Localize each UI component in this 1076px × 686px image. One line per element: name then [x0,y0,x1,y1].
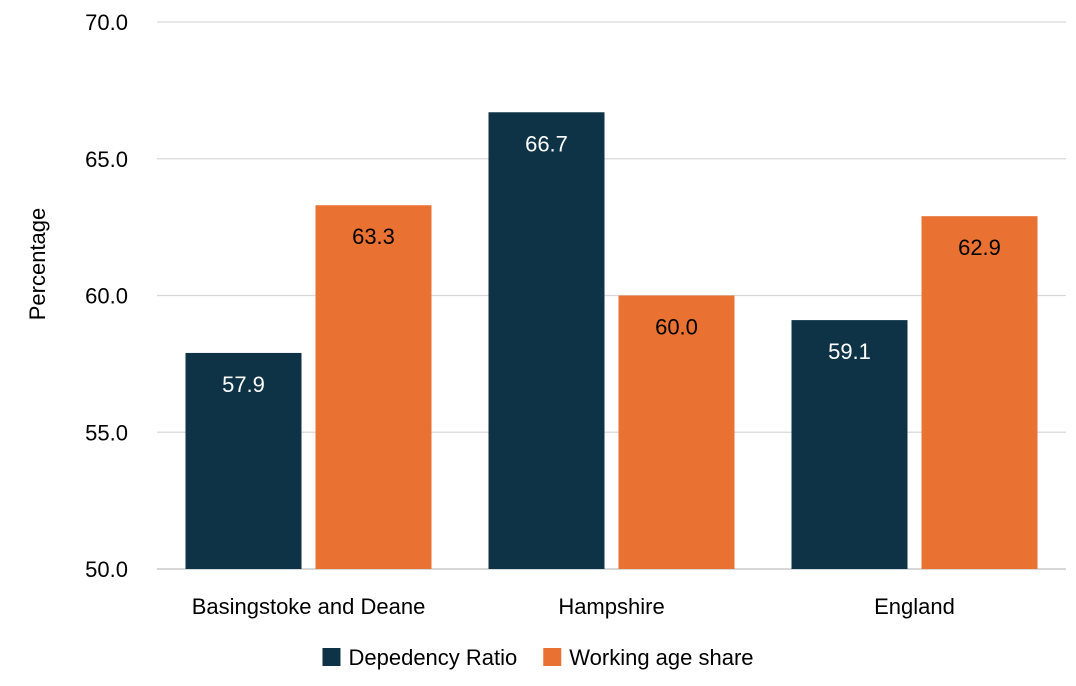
y-tick-label: 55.0 [85,420,128,445]
y-tick-label: 70.0 [85,10,128,35]
bar [791,320,908,569]
legend-label: Depedency Ratio [348,645,517,670]
bar [185,352,302,569]
y-tick-label: 65.0 [85,147,128,172]
bar [315,205,432,569]
gridlines [157,21,1066,570]
data-label: 57.9 [222,372,265,397]
y-tick-label: 50.0 [85,557,128,582]
data-label: 63.3 [352,224,395,249]
data-label: 60.0 [655,315,698,340]
y-axis-title: Percentage [25,208,50,321]
x-category-label: Basingstoke and Deane [192,594,426,619]
bar [618,295,735,569]
x-category-label: England [874,594,955,619]
legend: Depedency Ratio Working age share [322,645,754,670]
legend-swatch [322,648,341,666]
x-axis-categories: Basingstoke and Deane Hampshire England [192,594,955,619]
bar [488,112,605,569]
bar [921,216,1038,569]
legend-label: Working age share [569,645,753,670]
x-category-label: Hampshire [558,594,664,619]
legend-swatch [543,648,562,666]
data-label: 59.1 [828,339,871,364]
data-label: 62.9 [958,235,1001,260]
y-tick-label: 60.0 [85,284,128,309]
y-axis-ticks: 50.0 55.0 60.0 65.0 70.0 [85,10,128,582]
bars: 57.9 63.3 66.7 60.0 59.1 62.9 [185,112,1038,569]
data-label: 66.7 [525,131,568,156]
